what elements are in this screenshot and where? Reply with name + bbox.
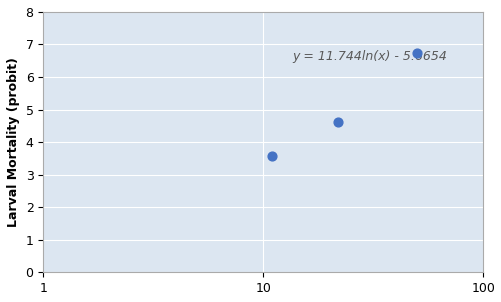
Point <box>268 154 276 159</box>
Y-axis label: Larval Mortality (probit): Larval Mortality (probit) <box>7 57 20 227</box>
Point <box>334 119 342 124</box>
Point <box>412 50 420 55</box>
Text: y = 11.744ln(x) - 5.6654: y = 11.744ln(x) - 5.6654 <box>291 50 446 63</box>
